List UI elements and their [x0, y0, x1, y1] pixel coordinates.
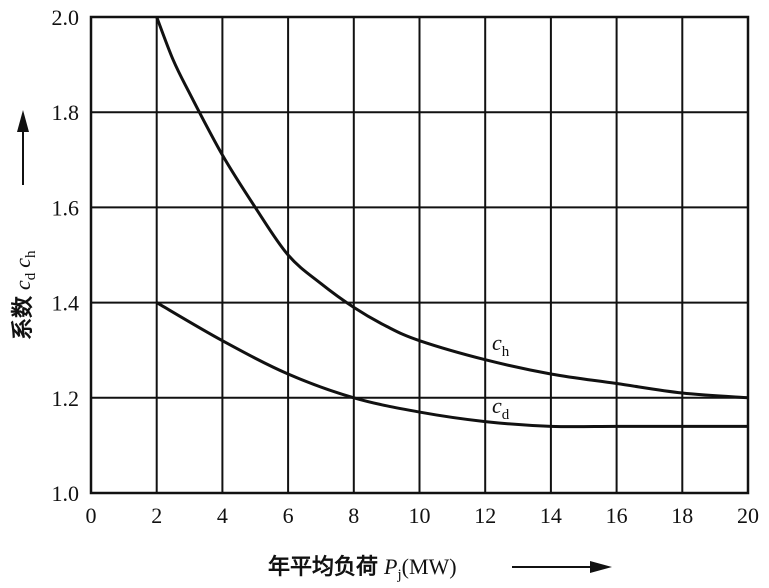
x-tick-label: 16 — [606, 503, 628, 528]
series-group — [155, 16, 749, 429]
x-tick-label: 12 — [474, 503, 496, 528]
cd-label: cd — [492, 393, 510, 423]
x-tick-label: 10 — [409, 503, 431, 528]
y-tick-label: 1.6 — [52, 195, 80, 220]
series-line-ch — [155, 16, 749, 400]
x-tick-label: 8 — [348, 503, 359, 528]
x-tick-label: 6 — [283, 503, 294, 528]
y-tick-label: 1.2 — [52, 386, 80, 411]
y-tick-label: 1.0 — [52, 481, 80, 506]
y-tick-label: 1.8 — [52, 100, 80, 125]
x-axis-label: 年平均负荷 Pj(MW) — [268, 554, 457, 583]
series-line-cd — [155, 301, 748, 429]
x-tick-label: 2 — [151, 503, 162, 528]
y-axis-arrow — [17, 110, 29, 185]
tick-labels: 0 2 4 6 8 10 12 14 16 18 20 1.0 1.2 1.4 1.6 1.8 2.0 — [52, 5, 760, 528]
y-axis-label: 系数cdch — [10, 250, 39, 340]
y-tick-label: 1.4 — [52, 291, 80, 316]
x-tick-label: 0 — [86, 503, 97, 528]
y-tick-label: 2.0 — [52, 5, 80, 30]
x-tick-label: 18 — [671, 503, 693, 528]
x-axis-arrow — [512, 561, 612, 573]
ch-label: ch — [492, 330, 510, 360]
x-tick-label: 20 — [737, 503, 759, 528]
x-tick-label: 4 — [217, 503, 228, 528]
x-tick-label: 14 — [540, 503, 562, 528]
grid — [89, 15, 750, 495]
